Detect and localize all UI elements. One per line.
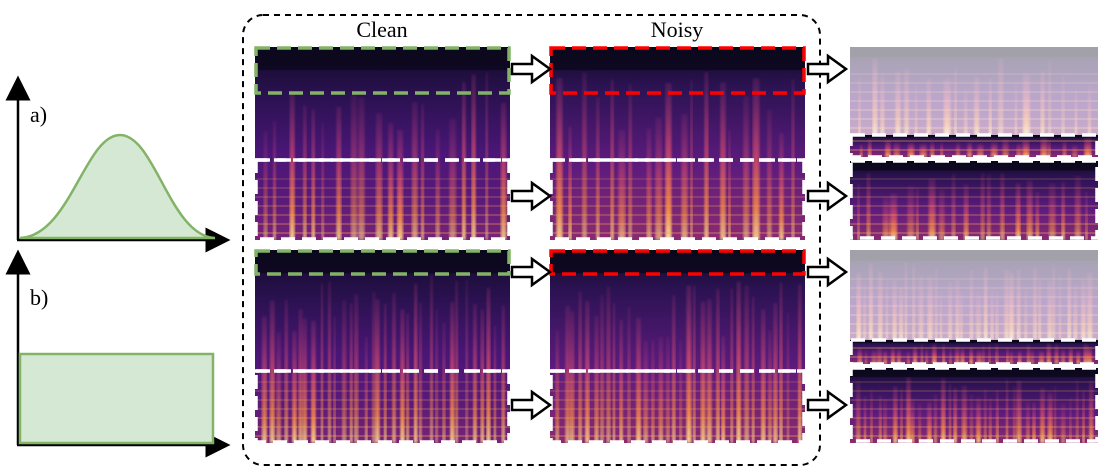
spectrogram-noisy-b [550, 250, 805, 443]
spectrogram-clean-b [255, 250, 510, 443]
crop-box-clean-a [254, 46, 511, 95]
row-label-b: b) [30, 285, 48, 310]
arrow-noisy-to-output-top-b [806, 256, 849, 288]
mixed-output-a [849, 47, 1099, 240]
arrow-noisy-to-output-bottom-a [806, 180, 849, 212]
output-strip-b [850, 340, 1098, 364]
arrow-clean-to-noisy-bottom-b [510, 389, 553, 421]
arrow-clean-to-noisy-top-a [510, 53, 553, 85]
row-label-a: a) [30, 102, 47, 127]
arrow-noisy-to-output-bottom-b [806, 389, 849, 421]
output-strip-a [850, 135, 1098, 157]
arrow-clean-to-noisy-top-b [510, 256, 553, 288]
uniform-box [18, 352, 215, 445]
bottom-region-noisy-b [549, 369, 806, 444]
output-bottom-b [850, 368, 1098, 443]
output-bottom-box-b [849, 366, 1099, 443]
crop-box-clean-b [254, 249, 511, 276]
distribution-plot-a: a) [5, 75, 231, 253]
bottom-region-clean-a [254, 158, 511, 241]
spectrogram-noisy-a [550, 47, 805, 240]
output-bottom-a [850, 161, 1098, 240]
crop-box-noisy-b [549, 249, 806, 276]
enclosure-border [242, 14, 821, 466]
spectrogram-clean-a [255, 47, 510, 240]
gaussian-curve [19, 133, 216, 240]
output-bottom-box-a [849, 159, 1099, 240]
column-header-clean: Clean [356, 17, 407, 42]
output-strip-box-b [849, 338, 1099, 366]
mixed-output-b [849, 250, 1099, 443]
arrow-clean-to-noisy-bottom-a [510, 180, 553, 212]
crop-box-noisy-a [549, 46, 806, 95]
distribution-plot-b: b) [5, 249, 231, 458]
arrow-noisy-to-output-top-a [806, 53, 849, 85]
bottom-region-clean-b [254, 369, 511, 444]
output-strip-box-a [849, 133, 1099, 159]
column-header-noisy: Noisy [651, 17, 704, 42]
bottom-region-noisy-a [549, 158, 806, 241]
